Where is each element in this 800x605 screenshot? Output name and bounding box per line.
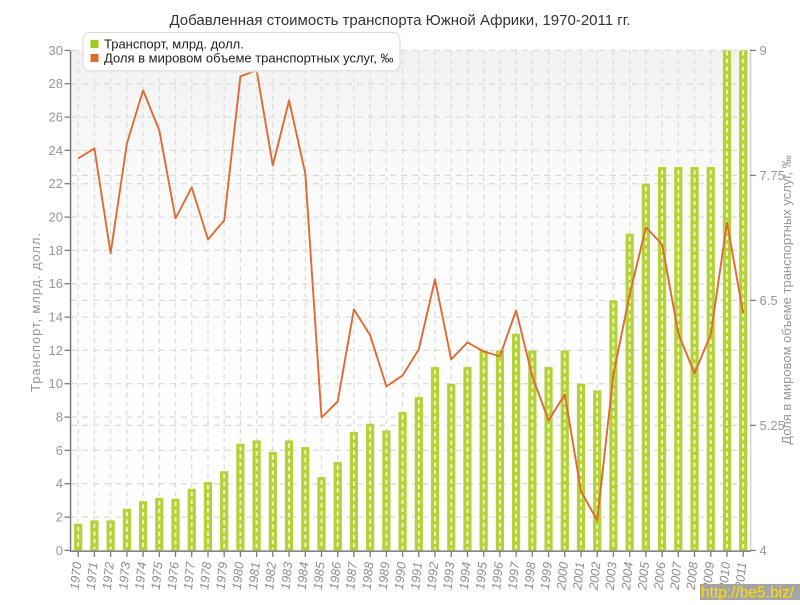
- svg-text:2003: 2003: [603, 561, 620, 591]
- svg-text:20: 20: [49, 210, 63, 225]
- svg-text:1981: 1981: [246, 561, 263, 590]
- svg-text:1993: 1993: [441, 561, 458, 590]
- svg-text:1983: 1983: [278, 561, 295, 590]
- svg-text:2001: 2001: [570, 561, 587, 591]
- svg-text:1987: 1987: [343, 560, 360, 590]
- svg-text:Транспорт, млрд. долл.: Транспорт, млрд. долл.: [104, 37, 244, 52]
- svg-text:1976: 1976: [165, 561, 182, 590]
- svg-text:1994: 1994: [457, 561, 474, 590]
- svg-text:1996: 1996: [489, 561, 506, 590]
- svg-text:1974: 1974: [132, 561, 149, 590]
- svg-text:2007: 2007: [668, 560, 685, 591]
- svg-text:1992: 1992: [424, 561, 441, 590]
- svg-text:0: 0: [56, 543, 63, 558]
- svg-text:4: 4: [760, 543, 767, 558]
- svg-text:2008: 2008: [684, 561, 701, 591]
- svg-text:Доля в мировом объеме транспор: Доля в мировом объеме транспортных услуг…: [104, 51, 393, 66]
- svg-text:1979: 1979: [214, 561, 231, 590]
- svg-text:2005: 2005: [635, 561, 652, 591]
- svg-text:10: 10: [49, 376, 63, 391]
- svg-text:1978: 1978: [197, 561, 214, 590]
- svg-text:24: 24: [49, 143, 63, 158]
- svg-text:2000: 2000: [554, 561, 571, 591]
- svg-text:7.75: 7.75: [760, 168, 785, 183]
- svg-text:5.25: 5.25: [760, 418, 785, 433]
- svg-text:1971: 1971: [84, 561, 101, 590]
- svg-text:1991: 1991: [408, 561, 425, 590]
- svg-text:18: 18: [49, 243, 63, 258]
- svg-text:1982: 1982: [262, 561, 279, 590]
- svg-text:1990: 1990: [392, 561, 409, 590]
- svg-text:2009: 2009: [700, 561, 717, 591]
- svg-text:1980: 1980: [230, 561, 247, 590]
- svg-text:26: 26: [49, 110, 63, 125]
- svg-text:22: 22: [49, 176, 63, 191]
- svg-text:12: 12: [49, 343, 63, 358]
- svg-text:2: 2: [56, 510, 63, 525]
- svg-text:1989: 1989: [376, 561, 393, 590]
- svg-text:14: 14: [49, 310, 63, 325]
- svg-text:1975: 1975: [149, 561, 166, 590]
- svg-text:1998: 1998: [522, 561, 539, 590]
- svg-text:1977: 1977: [181, 560, 198, 590]
- svg-text:4: 4: [56, 476, 63, 491]
- svg-text:2010: 2010: [716, 561, 733, 591]
- svg-text:1973: 1973: [116, 561, 133, 590]
- svg-text:Доля в мировом объеме транспор: Доля в мировом объеме транспортных услуг…: [779, 155, 794, 444]
- svg-text:2006: 2006: [651, 561, 668, 591]
- svg-text:Добавленная стоимость транспор: Добавленная стоимость транспорта Южной А…: [169, 12, 630, 29]
- svg-text:16: 16: [49, 276, 63, 291]
- svg-text:2002: 2002: [586, 561, 603, 591]
- svg-text:6.5: 6.5: [760, 293, 778, 308]
- svg-text:2011: 2011: [733, 561, 750, 590]
- svg-text:1997: 1997: [505, 560, 522, 590]
- svg-text:1985: 1985: [311, 561, 328, 590]
- svg-text:6: 6: [56, 443, 63, 458]
- svg-text:30: 30: [49, 43, 63, 58]
- svg-text:28: 28: [49, 76, 63, 91]
- svg-text:http://be5.biz/: http://be5.biz/: [701, 585, 795, 601]
- svg-text:1999: 1999: [538, 561, 555, 590]
- svg-text:1972: 1972: [100, 561, 117, 590]
- svg-text:1984: 1984: [295, 561, 312, 590]
- svg-text:Транспорт, млрд. долл.: Транспорт, млрд. долл.: [28, 232, 43, 392]
- svg-text:1988: 1988: [360, 561, 377, 590]
- svg-text:1970: 1970: [68, 561, 85, 590]
- svg-text:9: 9: [760, 43, 767, 58]
- svg-text:1995: 1995: [473, 561, 490, 590]
- svg-text:8: 8: [56, 410, 63, 425]
- svg-text:1986: 1986: [327, 561, 344, 590]
- svg-text:2004: 2004: [619, 561, 636, 591]
